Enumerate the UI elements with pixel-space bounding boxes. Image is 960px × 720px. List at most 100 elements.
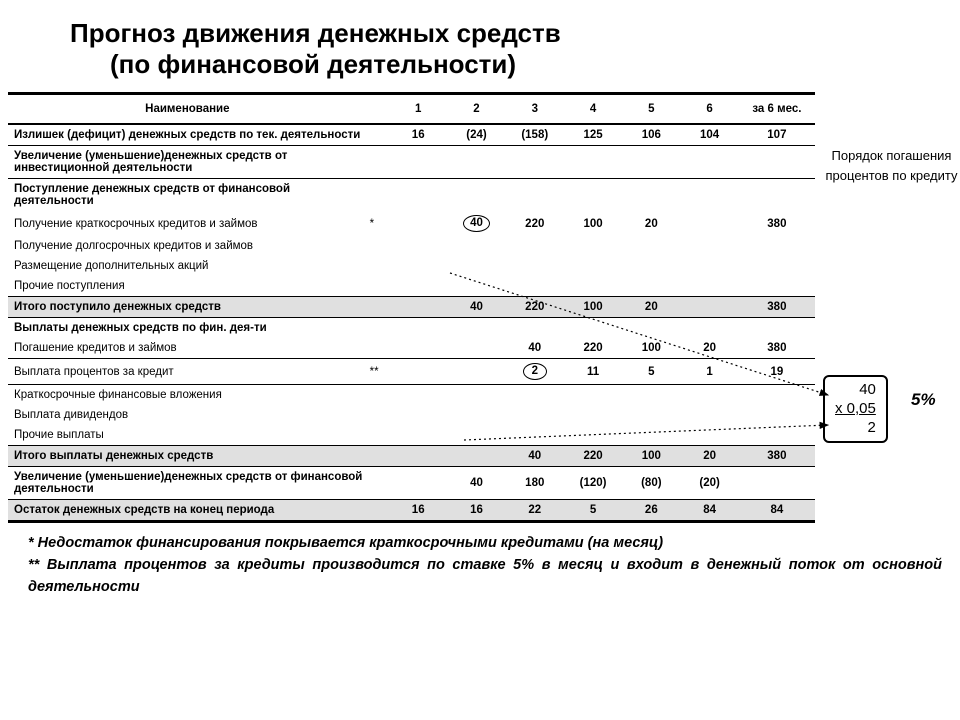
cell bbox=[447, 385, 505, 406]
cell: 180 bbox=[506, 467, 564, 500]
row-label: Погашение кредитов и займов bbox=[8, 338, 367, 359]
row-label: Прочие поступления bbox=[8, 276, 367, 297]
cell: (24) bbox=[447, 124, 505, 146]
row-label: Итого поступило денежных средств bbox=[8, 297, 367, 318]
cell bbox=[447, 256, 505, 276]
cell bbox=[389, 297, 447, 318]
cell bbox=[680, 236, 738, 256]
row-total bbox=[739, 256, 815, 276]
table-row: Увеличение (уменьшение)денежных средств … bbox=[8, 467, 815, 500]
cell bbox=[680, 256, 738, 276]
cell bbox=[389, 405, 447, 425]
cell: 104 bbox=[680, 124, 738, 146]
row-label: Выплата дивидендов bbox=[8, 405, 367, 425]
cell: 40 bbox=[506, 338, 564, 359]
table-row: Выплата процентов за кредит**2115119 bbox=[8, 359, 815, 385]
cell bbox=[389, 179, 447, 212]
credit-note: Порядок погашения процентов по кредиту bbox=[823, 146, 960, 185]
cell: 220 bbox=[506, 297, 564, 318]
footnote-2: ** Выплата процентов за кредиты производ… bbox=[28, 555, 942, 599]
cell: 5 bbox=[564, 500, 622, 522]
row-total: 84 bbox=[739, 500, 815, 522]
row-total: 19 bbox=[739, 359, 815, 385]
cell: 220 bbox=[506, 211, 564, 236]
cell bbox=[389, 359, 447, 385]
cell bbox=[447, 425, 505, 446]
cell bbox=[389, 338, 447, 359]
cell: 11 bbox=[564, 359, 622, 385]
cell bbox=[447, 446, 505, 467]
row-total: 380 bbox=[739, 446, 815, 467]
cell: 1 bbox=[680, 359, 738, 385]
cell bbox=[564, 146, 622, 179]
row-label: Выплаты денежных средств по фин. дея-ти bbox=[8, 318, 367, 339]
cell bbox=[389, 318, 447, 339]
cell bbox=[447, 236, 505, 256]
row-star bbox=[367, 446, 389, 467]
calc-box: 40 x 0,05 2 bbox=[823, 375, 888, 443]
row-label: Получение долгосрочных кредитов и займов bbox=[8, 236, 367, 256]
table-row: Излишек (дефицит) денежных средств по те… bbox=[8, 124, 815, 146]
col-total: за 6 мес. bbox=[739, 94, 815, 125]
row-total: 380 bbox=[739, 211, 815, 236]
cell: 40 bbox=[447, 467, 505, 500]
cell bbox=[622, 385, 680, 406]
cell: 5 bbox=[622, 359, 680, 385]
cell bbox=[564, 256, 622, 276]
cell: 26 bbox=[622, 500, 680, 522]
table-row: Получение краткосрочных кредитов и займо… bbox=[8, 211, 815, 236]
cell bbox=[622, 146, 680, 179]
calc-line2: x 0,05 bbox=[835, 400, 876, 419]
cell bbox=[564, 236, 622, 256]
cell bbox=[564, 318, 622, 339]
cell bbox=[447, 405, 505, 425]
col-star bbox=[367, 94, 389, 125]
row-label: Прочие выплаты bbox=[8, 425, 367, 446]
cell: 100 bbox=[622, 446, 680, 467]
row-label: Поступление денежных средств от финансов… bbox=[8, 179, 367, 212]
cashflow-table: Наименование 1 2 3 4 5 6 за 6 мес. Излиш… bbox=[8, 92, 815, 523]
row-star bbox=[367, 318, 389, 339]
cell bbox=[622, 179, 680, 212]
cell bbox=[447, 146, 505, 179]
cell: 100 bbox=[622, 338, 680, 359]
cell: 40 bbox=[447, 297, 505, 318]
col-p1: 1 bbox=[389, 94, 447, 125]
cell bbox=[564, 425, 622, 446]
cell bbox=[622, 318, 680, 339]
cell bbox=[622, 256, 680, 276]
cell bbox=[564, 276, 622, 297]
cell bbox=[506, 318, 564, 339]
col-name: Наименование bbox=[8, 94, 367, 125]
cell bbox=[680, 146, 738, 179]
cell bbox=[389, 236, 447, 256]
row-label: Итого выплаты денежных средств bbox=[8, 446, 367, 467]
table-body: Излишек (дефицит) денежных средств по те… bbox=[8, 124, 815, 522]
row-star bbox=[367, 297, 389, 318]
cell: 106 bbox=[622, 124, 680, 146]
cell: 2 bbox=[506, 359, 564, 385]
row-total bbox=[739, 467, 815, 500]
table-row: Прочие поступления bbox=[8, 276, 815, 297]
cell bbox=[564, 179, 622, 212]
cell: 220 bbox=[564, 446, 622, 467]
col-p3: 3 bbox=[506, 94, 564, 125]
cell bbox=[564, 385, 622, 406]
row-total bbox=[739, 405, 815, 425]
table-header-row: Наименование 1 2 3 4 5 6 за 6 мес. bbox=[8, 94, 815, 125]
cell: 20 bbox=[622, 297, 680, 318]
cell bbox=[506, 385, 564, 406]
row-star bbox=[367, 500, 389, 522]
cell bbox=[389, 467, 447, 500]
cell bbox=[506, 179, 564, 212]
row-label: Краткосрочные финансовые вложения bbox=[8, 385, 367, 406]
row-total bbox=[739, 385, 815, 406]
table-row: Краткосрочные финансовые вложения bbox=[8, 385, 815, 406]
cell: 40 bbox=[506, 446, 564, 467]
calc-line1: 40 bbox=[835, 381, 876, 400]
table-row: Выплата дивидендов bbox=[8, 405, 815, 425]
cell: 100 bbox=[564, 297, 622, 318]
col-p4: 4 bbox=[564, 94, 622, 125]
row-total: 107 bbox=[739, 124, 815, 146]
row-label: Получение краткосрочных кредитов и займо… bbox=[8, 211, 367, 236]
